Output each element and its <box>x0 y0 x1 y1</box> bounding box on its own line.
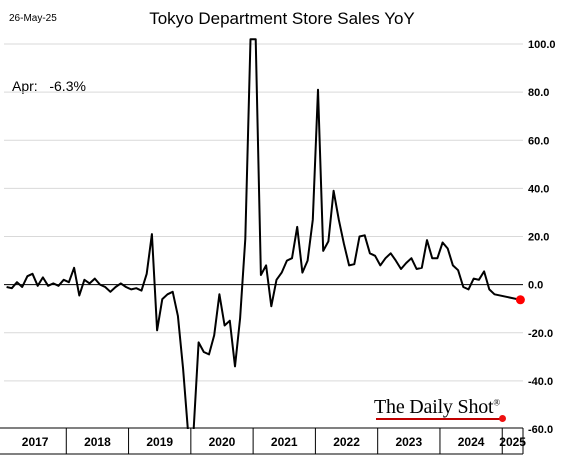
y-tick-label: 80.0 <box>528 87 549 99</box>
publish-date: 26-May-25 <box>9 13 57 24</box>
logo-dot <box>499 415 506 422</box>
x-tick-label: 2020 <box>209 435 236 449</box>
logo-text: The Daily Shot <box>374 396 494 418</box>
y-tick-label: 40.0 <box>528 183 549 195</box>
x-tick-label: 2022 <box>333 435 360 449</box>
y-tick-label: 60.0 <box>528 135 549 147</box>
logo-underline <box>376 418 501 420</box>
y-tick-label: 100.0 <box>528 39 556 51</box>
x-tick-label: 2024 <box>458 435 485 449</box>
x-tick-label: 2017 <box>22 435 49 449</box>
x-tick-label: 2019 <box>146 435 173 449</box>
logo-mark: ® <box>493 397 501 408</box>
y-tick-label: 20.0 <box>528 232 549 244</box>
daily-shot-logo: The Daily Shot® <box>374 396 500 419</box>
x-tick-label: 2018 <box>84 435 111 449</box>
annotation-label: Apr: <box>12 78 38 94</box>
chart-title: Tokyo Department Store Sales YoY <box>149 9 415 28</box>
x-tick-label: 2025 <box>499 435 526 449</box>
x-tick-label: 2021 <box>271 435 298 449</box>
latest-point-marker <box>515 295 525 305</box>
x-tick-label: 2023 <box>395 435 422 449</box>
latest-value-annotation: Apr: -6.3% <box>12 78 86 94</box>
y-tick-label: -40.0 <box>528 376 553 388</box>
series-line <box>6 38 521 429</box>
y-tick-label: -60.0 <box>528 424 553 436</box>
y-tick-label: -20.0 <box>528 328 553 340</box>
annotation-value: -6.3% <box>49 78 86 94</box>
y-tick-label: 0.0 <box>528 280 543 292</box>
